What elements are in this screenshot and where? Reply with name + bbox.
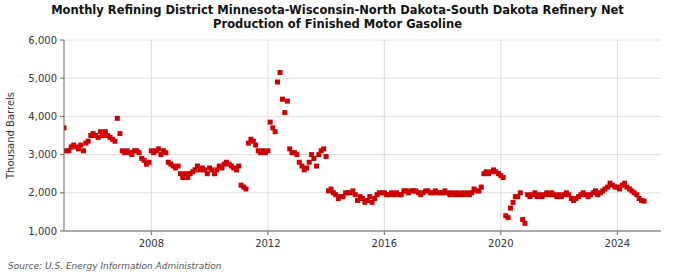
y-tick-label: 5,000: [28, 73, 57, 84]
point: [112, 139, 117, 144]
y-tick: [60, 40, 64, 41]
y-grid-line: [64, 116, 661, 117]
point: [117, 131, 122, 136]
y-tick-label: 6,000: [28, 35, 57, 46]
x-tick-label: 2008: [139, 238, 164, 249]
y-axis-label: Thousand Barrels: [5, 92, 16, 180]
point: [642, 199, 647, 204]
point: [176, 164, 181, 169]
point: [294, 152, 299, 157]
point: [511, 200, 516, 205]
point: [367, 194, 372, 199]
chart-svg: 1,000 2,000 3,000 4,000 5,000 6,000 2008 2012 20…: [0, 0, 675, 275]
title: Monthly Refining District Minnesota-Wisc…: [51, 3, 624, 31]
x-grid-line: [151, 40, 152, 231]
point: [81, 148, 86, 153]
y-grid-line: [64, 40, 661, 41]
title-line: Production of Finished Motor Gasoline: [213, 17, 462, 31]
y-grid-line: [64, 78, 661, 79]
point: [86, 139, 91, 144]
y-tick: [60, 231, 64, 232]
x-tick: [267, 231, 268, 235]
x-tick-label: 2016: [372, 238, 397, 249]
point: [353, 192, 358, 197]
grid: [64, 40, 661, 231]
point: [253, 143, 258, 148]
y-tick: [60, 154, 64, 155]
point: [501, 175, 506, 180]
x-tick: [500, 231, 501, 235]
point: [278, 70, 283, 75]
x-grid-line: [617, 40, 618, 231]
point: [268, 120, 273, 125]
point: [147, 160, 152, 165]
points: [64, 70, 647, 226]
point: [285, 99, 290, 104]
x-tick: [384, 231, 385, 235]
y-tick: [60, 116, 64, 117]
title-line: Monthly Refining District Minnesota-Wisc…: [51, 3, 624, 17]
point: [314, 164, 319, 169]
y-tick-label: 1,000: [28, 226, 57, 237]
point: [115, 116, 120, 121]
point: [156, 146, 161, 151]
point: [265, 148, 270, 153]
y-tick-label: 2,000: [28, 187, 57, 198]
point: [321, 146, 326, 151]
y-tick: [60, 78, 64, 79]
point: [273, 129, 278, 134]
point: [508, 206, 513, 211]
point: [523, 221, 528, 226]
point: [304, 165, 309, 170]
x-tick-label: 2020: [488, 238, 513, 249]
point: [518, 190, 523, 195]
point: [506, 215, 511, 220]
point: [282, 110, 287, 115]
x-tick-label: 2024: [605, 238, 630, 249]
y-tick-label: 3,000: [28, 149, 57, 160]
axes: 1,000 2,000 3,000 4,000 5,000 6,000 2008 2012 20…: [28, 35, 661, 250]
chart-container: 1,000 2,000 3,000 4,000 5,000 6,000 2008 2012 20…: [0, 0, 675, 275]
point: [479, 185, 484, 190]
x-grid-line: [500, 40, 501, 231]
point: [280, 97, 285, 102]
point: [324, 154, 329, 159]
point: [78, 143, 83, 148]
y-tick-label: 4,000: [28, 111, 57, 122]
y-grid-line: [64, 231, 661, 232]
y-axis-line: [64, 40, 65, 231]
point: [307, 160, 312, 165]
source-note: Source: U.S. Energy Information Administ…: [8, 261, 222, 271]
point: [163, 150, 168, 155]
x-grid-line: [384, 40, 385, 231]
point: [311, 156, 316, 161]
x-tick: [617, 231, 618, 235]
point: [244, 186, 249, 191]
x-axis-line: [64, 231, 661, 232]
point: [275, 80, 280, 85]
x-tick-label: 2012: [255, 238, 280, 249]
x-grid-line: [267, 40, 268, 231]
y-tick: [60, 192, 64, 193]
point: [96, 135, 101, 140]
y-grid-line: [64, 192, 661, 193]
point: [205, 171, 210, 176]
x-tick: [151, 231, 152, 235]
point: [236, 164, 241, 169]
point: [137, 150, 142, 155]
